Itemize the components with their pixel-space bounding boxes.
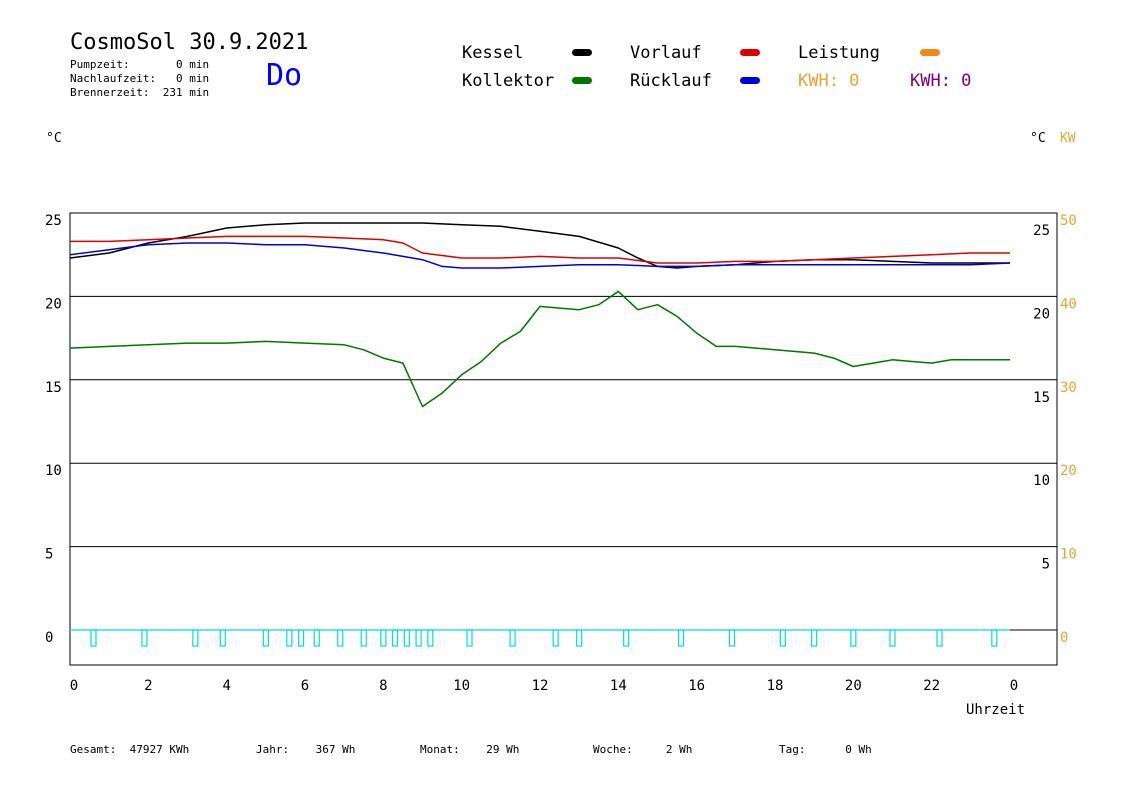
- footer-woche: Woche: 2 Wh: [593, 743, 693, 756]
- x-tick-label: 16: [688, 678, 705, 694]
- series-line-kollektor: [69, 290, 1010, 408]
- x-tick-label: 18: [767, 678, 784, 694]
- x-tick-label: 8: [379, 678, 387, 694]
- pump-marker: [623, 629, 630, 647]
- pump-marker: [380, 629, 387, 647]
- brennerzeit-text: Brennerzeit: 231 min: [70, 86, 210, 99]
- series-line-vorlauf: [70, 235, 1010, 264]
- pump-marker: [466, 629, 473, 647]
- y-tick-right-temp: 10: [1033, 473, 1050, 489]
- pumpzeit-text: Pumpzeit: 0 min: [70, 58, 210, 71]
- pump-marker: [811, 629, 818, 647]
- pump-marker: [728, 629, 736, 647]
- y-tick-left: 10: [45, 463, 62, 479]
- y-tick-right-temp: 25: [1033, 223, 1050, 239]
- y-tick-right-kw: 0: [1060, 630, 1068, 646]
- pump-marker: [219, 629, 226, 647]
- legend-vorlauf-label: Vorlauf: [630, 43, 702, 63]
- nachlaufzeit-text: Nachlaufzeit: 0 min: [70, 72, 210, 85]
- grid-layer: [69, 212, 1058, 666]
- pump-marker: [415, 629, 422, 647]
- x-tick-label: 14: [610, 678, 627, 694]
- legend-ruecklauf-swatch: [740, 77, 760, 84]
- pump-marker: [313, 629, 320, 647]
- legend-kessel-swatch: [572, 49, 592, 56]
- y-tick-right-temp: 15: [1033, 390, 1050, 406]
- legend-vorlauf-swatch: [740, 49, 760, 56]
- plot-frame: [69, 212, 1058, 666]
- pump-marker: [850, 629, 857, 647]
- page-title: CosmoSol 30.9.2021: [70, 30, 309, 55]
- pump-marker: [192, 629, 199, 647]
- x-tick-label: 12: [532, 678, 549, 694]
- legend-kwh-orange: KWH: 0: [798, 71, 860, 91]
- pump-marker: [297, 629, 305, 647]
- legend-kessel-label: Kessel: [462, 43, 524, 63]
- pump-marker: [337, 629, 344, 647]
- series-line-kessel: [69, 222, 1010, 269]
- x-tick-label: 0: [1010, 678, 1018, 694]
- y-tick-left: 15: [45, 380, 62, 396]
- series-layer: [69, 222, 1011, 408]
- legend-leistung-swatch: [920, 49, 940, 56]
- pump-marker: [90, 629, 97, 647]
- pump-marker: [403, 629, 410, 647]
- footer-jahr: Jahr: 367 Wh: [256, 743, 356, 756]
- x-tick-label: 6: [301, 678, 309, 694]
- x-tick-label: 2: [144, 678, 152, 694]
- legend-ruecklauf-label: Rücklauf: [630, 71, 712, 91]
- pump-marker: [360, 629, 367, 647]
- footer-monat: Monat: 29 Wh: [420, 743, 520, 756]
- y-tick-right-kw: 20: [1060, 463, 1077, 479]
- x-axis-label: Uhrzeit: [966, 702, 1026, 718]
- y-tick-left: 5: [45, 547, 53, 563]
- right-kw-unit-label: KW: [1060, 131, 1076, 146]
- pump-marker: [262, 629, 269, 647]
- legend-leistung-label: Leistung: [798, 43, 880, 63]
- pump-marker: [677, 629, 685, 647]
- x-tick-label: 0: [70, 678, 78, 694]
- y-tick-right-kw: 30: [1060, 380, 1077, 396]
- pump-marker: [391, 629, 399, 647]
- series-line-rücklauf: [69, 242, 1011, 269]
- legend-kollektor-swatch: [572, 77, 592, 84]
- pump-marker: [936, 629, 943, 647]
- pump-marker: [141, 629, 148, 647]
- x-tick-label: 22: [923, 678, 940, 694]
- y-tick-right-temp: 20: [1033, 306, 1050, 322]
- pump-marker: [509, 629, 516, 647]
- legend-kwh-purple: KWH: 0: [910, 71, 972, 91]
- pump-marker: [576, 629, 583, 647]
- y-tick-right-kw: 40: [1060, 296, 1077, 312]
- left-unit-label: °C: [46, 131, 62, 146]
- y-tick-left: 20: [45, 296, 62, 312]
- x-tick-label: 20: [845, 678, 862, 694]
- legend-kollektor-label: Kollektor: [462, 71, 555, 91]
- y-tick-right-kw: 50: [1060, 213, 1077, 229]
- x-tick-label: 4: [222, 678, 230, 694]
- right-unit-label: °C: [1030, 131, 1046, 146]
- pump-marker: [991, 629, 998, 647]
- y-tick-left: 0: [45, 630, 53, 646]
- pump-marker-layer: [70, 629, 1057, 647]
- pump-marker: [552, 629, 559, 647]
- footer-gesamt: Gesamt: 47927 KWh: [70, 743, 190, 756]
- pump-marker: [427, 629, 434, 647]
- y-tick-right-kw: 10: [1060, 547, 1077, 563]
- pump-marker: [779, 629, 786, 647]
- pump-marker: [889, 629, 896, 647]
- y-tick-left: 25: [45, 213, 62, 229]
- weekday-label: Do: [266, 58, 303, 93]
- footer-tag: Tag: 0 Wh: [779, 743, 872, 756]
- pump-marker: [286, 629, 293, 647]
- x-tick-label: 10: [453, 678, 470, 694]
- y-tick-right-temp: 5: [1042, 557, 1050, 573]
